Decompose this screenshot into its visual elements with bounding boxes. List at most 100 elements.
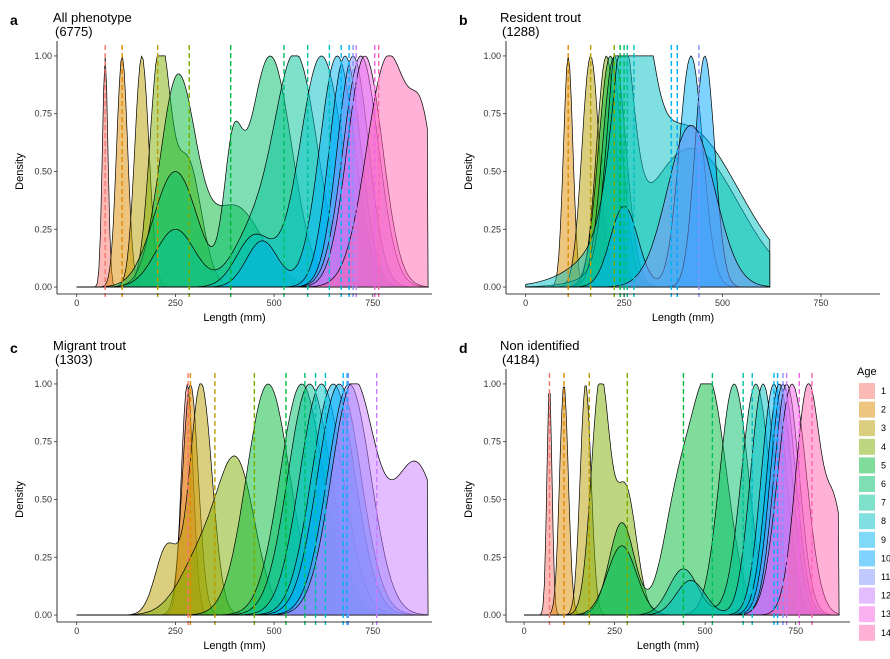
x-axis-title: Length (mm) <box>652 312 714 324</box>
legend-swatch-age-7 <box>859 494 875 511</box>
legend-label: 9 <box>881 535 886 545</box>
density-area-age-14 <box>76 55 429 288</box>
y-tick-label: 0.50 <box>34 167 52 177</box>
x-axis-title: Length (mm) <box>203 312 265 324</box>
x-tick-label: 750 <box>788 626 803 636</box>
legend-label: 5 <box>881 460 886 470</box>
x-tick-label: 750 <box>365 626 380 636</box>
legend-swatch-age-14 <box>859 624 875 641</box>
legend-label: 1 <box>881 386 886 396</box>
panel-sample-size: (1288) <box>502 24 540 39</box>
panel-c: c Migrant trout(1303) 0.00 0.25 0.50 0.75 1.00… <box>10 338 432 652</box>
x-tick-label: 500 <box>698 626 713 636</box>
legend-label: 8 <box>881 516 886 526</box>
x-tick-label: 250 <box>607 626 622 636</box>
panel-a: a All phenotype(6775) 0.00 0.25 0.50 0.75 1.00… <box>10 10 432 324</box>
panel-sample-size: (4184) <box>502 352 540 367</box>
density-area-age-14 <box>524 383 840 616</box>
y-tick-label: 1.00 <box>483 51 501 61</box>
x-tick-label: 500 <box>267 626 282 636</box>
mean-lines <box>104 45 380 297</box>
legend-label: 2 <box>881 405 886 415</box>
legend-swatch-age-12 <box>859 587 875 604</box>
y-tick-label: 0.50 <box>34 495 52 505</box>
x-tick-label: 0 <box>74 298 79 308</box>
x-tick-label: 500 <box>267 298 282 308</box>
y-tick-label: 0.50 <box>483 167 501 177</box>
density-areas <box>76 55 430 288</box>
mean-lines <box>548 373 813 625</box>
x-tick-label: 0 <box>522 626 527 636</box>
legend-label: 4 <box>881 442 886 452</box>
legend-label: 6 <box>881 479 886 489</box>
x-tick-label: 0 <box>523 298 528 308</box>
panel-title: Resident trout <box>500 10 581 25</box>
y-axis-title: Density <box>14 153 26 190</box>
y-tick-label: 0.00 <box>483 610 501 620</box>
panel-title: Non identified <box>500 338 580 353</box>
y-tick-label: 0.00 <box>483 282 501 292</box>
x-tick-label: 250 <box>168 626 183 636</box>
y-tick-label: 0.00 <box>34 282 52 292</box>
y-axis-title: Density <box>14 481 26 518</box>
x-axis-title: Length (mm) <box>203 640 265 652</box>
panel-b: b Resident trout(1288) 0.00 0.25 0.50 0.75 1.0… <box>459 10 880 324</box>
x-tick-label: 250 <box>617 298 632 308</box>
y-tick-label: 1.00 <box>34 379 52 389</box>
legend-swatch-age-13 <box>859 606 875 623</box>
panel-letter: d <box>459 340 468 356</box>
x-tick-label: 750 <box>813 298 828 308</box>
legend-label: 7 <box>881 498 886 508</box>
x-tick-label: 0 <box>74 626 79 636</box>
legend-label: 12 <box>881 591 890 601</box>
y-tick-label: 0.25 <box>34 552 52 562</box>
density-areas <box>524 383 840 616</box>
panel-letter: b <box>459 12 468 28</box>
density-areas <box>525 55 771 288</box>
mean-lines <box>567 45 700 297</box>
legend-label: 10 <box>881 553 890 563</box>
y-axis-title: Density <box>463 481 475 518</box>
panel-sample-size: (1303) <box>55 352 93 367</box>
legend-swatch-age-1 <box>859 383 875 399</box>
legend-title: Age <box>857 366 877 378</box>
panel-letter: a <box>10 12 18 28</box>
y-tick-label: 0.75 <box>34 437 52 447</box>
y-tick-label: 1.00 <box>483 379 501 389</box>
panel-d: d Non identified(4184) 0.00 0.25 0.50 0.75 1.0… <box>459 338 850 652</box>
legend-swatch-age-9 <box>859 531 875 548</box>
y-tick-label: 0.75 <box>483 109 501 119</box>
x-tick-label: 500 <box>715 298 730 308</box>
legend-label: 14 <box>881 628 890 638</box>
legend-swatch-age-4 <box>859 438 875 455</box>
y-tick-label: 0.25 <box>483 224 501 234</box>
legend-swatch-age-10 <box>859 550 875 567</box>
y-tick-label: 0.50 <box>483 495 501 505</box>
legend-label: 3 <box>881 423 886 433</box>
density-area-age-11 <box>525 124 771 288</box>
legend-swatch-age-8 <box>859 513 875 530</box>
y-tick-label: 1.00 <box>34 51 52 61</box>
legend-label: 13 <box>881 609 890 619</box>
legend-swatch-age-2 <box>859 401 875 418</box>
legend-swatch-age-5 <box>859 457 875 474</box>
panel-sample-size: (6775) <box>55 24 93 39</box>
mean-lines <box>187 373 378 625</box>
legend-swatch-age-11 <box>859 569 875 585</box>
panel-title: All phenotype <box>53 10 132 25</box>
y-tick-label: 0.25 <box>483 552 501 562</box>
panel-title: Migrant trout <box>53 338 126 353</box>
y-tick-label: 0.25 <box>34 224 52 234</box>
panel-letter: c <box>10 340 18 356</box>
x-axis-title: Length (mm) <box>637 640 699 652</box>
legend-label: 11 <box>881 572 890 582</box>
x-tick-label: 250 <box>168 298 183 308</box>
legend-swatch-age-6 <box>859 476 875 492</box>
density-areas <box>76 382 429 616</box>
y-tick-label: 0.75 <box>483 437 501 447</box>
density-area-age-12 <box>76 383 429 616</box>
y-tick-label: 0.75 <box>34 109 52 119</box>
y-tick-label: 0.00 <box>34 610 52 620</box>
